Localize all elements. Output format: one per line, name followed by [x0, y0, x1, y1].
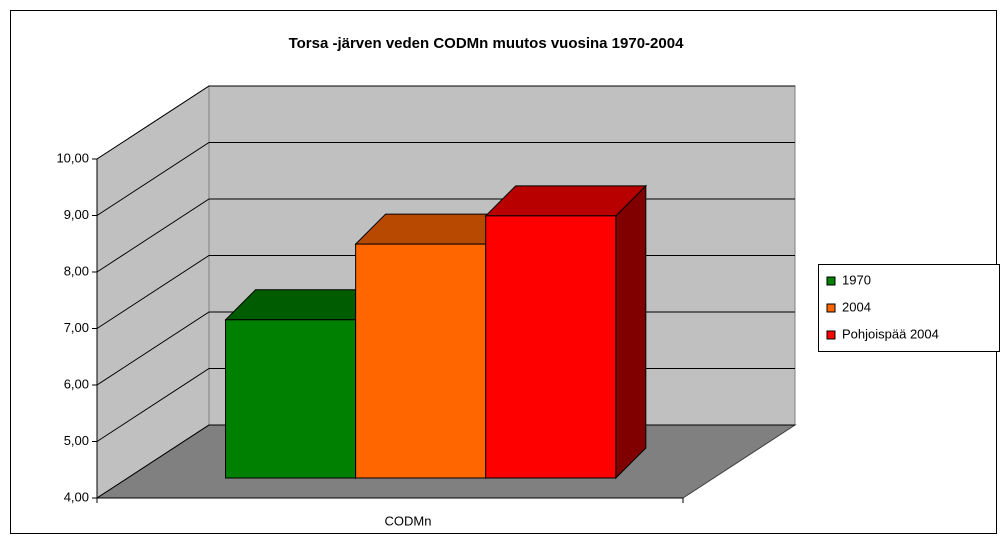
grid-line — [96, 142, 795, 216]
y-tick-label: 9,00 — [64, 207, 89, 222]
x-tick-label: CODMn — [385, 513, 432, 528]
bar — [225, 319, 357, 479]
legend-label: 1970 — [842, 272, 871, 287]
legend-label: 2004 — [842, 299, 871, 314]
legend — [818, 264, 1000, 352]
y-tick-label: 4,00 — [64, 489, 89, 504]
bar — [355, 243, 487, 479]
legend-swatch — [826, 303, 836, 313]
y-tick-label: 10,00 — [56, 150, 89, 165]
y-tick-label: 8,00 — [64, 263, 89, 278]
bar-side — [615, 184, 647, 480]
legend-swatch — [826, 330, 836, 340]
bar — [485, 215, 617, 479]
y-tick-label: 7,00 — [64, 320, 89, 335]
legend-label: Pohjoispää 2004 — [842, 326, 939, 341]
grid-line — [96, 85, 795, 160]
y-tick-label: 5,00 — [64, 433, 89, 448]
chart-title: Torsa -järven veden CODMn muutos vuosina… — [289, 35, 685, 52]
y-tick-label: 6,00 — [64, 376, 89, 391]
legend-swatch — [826, 276, 836, 286]
